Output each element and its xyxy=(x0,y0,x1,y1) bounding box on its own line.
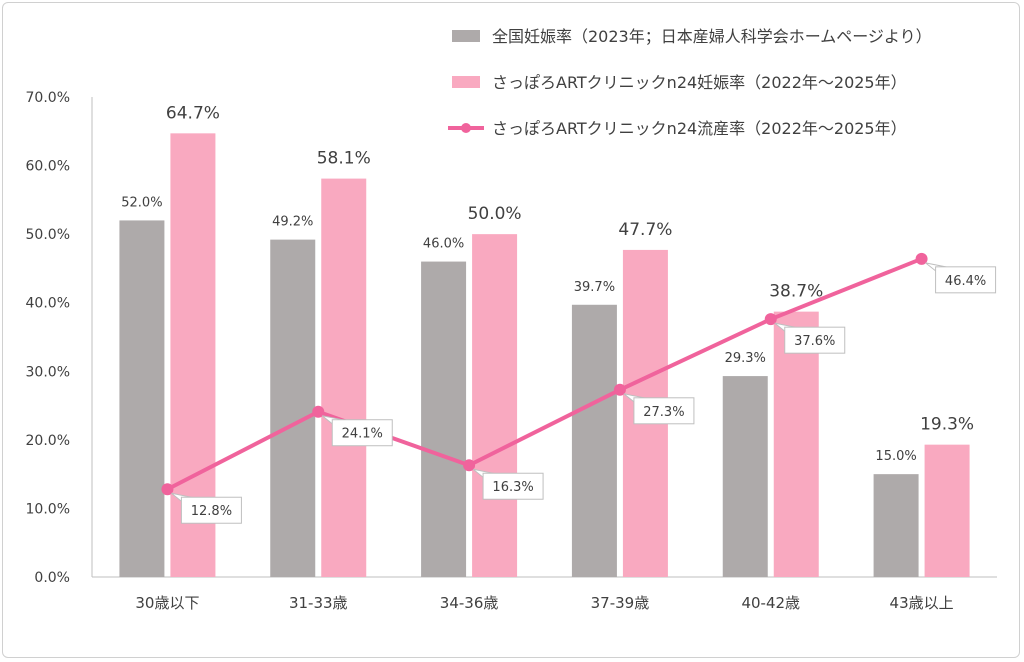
data-label-clinic-pregnancy: 64.7% xyxy=(166,103,220,123)
data-label-miscarriage: 37.6% xyxy=(794,334,835,349)
bar-national-pregnancy-rate xyxy=(270,239,316,577)
x-category-label: 43歳以上 xyxy=(890,594,954,612)
bar-national-pregnancy-rate xyxy=(571,304,617,577)
y-tick-label: 70.0% xyxy=(26,90,70,106)
data-label-miscarriage: 46.4% xyxy=(945,274,986,289)
data-label-national: 29.3% xyxy=(725,351,766,366)
callout-box xyxy=(935,266,997,294)
line-point-miscarriage xyxy=(161,483,174,496)
data-label-clinic-pregnancy: 47.7% xyxy=(618,220,672,240)
legend-entry: さっぽろARTクリニックn24妊娠率（2022年～2025年） xyxy=(492,73,907,92)
data-label-national: 46.0% xyxy=(423,237,464,252)
legend-swatch xyxy=(452,76,480,88)
y-tick-label: 30.0% xyxy=(26,364,70,380)
x-category-label: 34-36歳 xyxy=(440,594,499,612)
data-label-national: 52.0% xyxy=(121,195,162,210)
legend-swatch xyxy=(452,30,480,42)
line-clinic-miscarriage-rate xyxy=(166,256,923,492)
x-category-label: 30歳以下 xyxy=(135,594,199,612)
data-label-miscarriage: 24.1% xyxy=(342,427,383,442)
line-point-miscarriage xyxy=(764,313,777,326)
legend-swatch-marker xyxy=(461,123,471,133)
bar-clinic-pregnancy-rate xyxy=(924,444,970,577)
data-label-clinic-pregnancy: 19.3% xyxy=(920,415,974,435)
callout-box xyxy=(633,397,695,425)
data-label-miscarriage: 12.8% xyxy=(191,504,232,519)
x-category-label: 40-42歳 xyxy=(741,594,800,612)
y-tick-label: 40.0% xyxy=(26,296,70,312)
y-tick-label: 60.0% xyxy=(26,159,70,175)
line-point-miscarriage xyxy=(915,252,928,265)
line-point-miscarriage xyxy=(312,405,325,418)
legend-entry: 全国妊娠率（2023年；日本産婦人科学会ホームページより） xyxy=(492,27,932,46)
bar-national-pregnancy-rate xyxy=(722,376,768,577)
data-label-miscarriage: 16.3% xyxy=(492,480,533,495)
y-tick-label: 0.0% xyxy=(34,570,70,586)
x-category-label: 37-39歳 xyxy=(591,594,650,612)
data-label-clinic-pregnancy: 38.7% xyxy=(769,282,823,302)
data-label-clinic-pregnancy: 58.1% xyxy=(317,149,371,169)
data-label-clinic-pregnancy: 50.0% xyxy=(468,204,522,224)
line-point-miscarriage xyxy=(613,383,626,396)
data-label-miscarriage: 27.3% xyxy=(643,405,684,420)
data-label-national: 49.2% xyxy=(272,215,313,230)
callout-box xyxy=(784,326,846,354)
y-tick-label: 20.0% xyxy=(26,433,70,449)
bar-national-pregnancy-rate xyxy=(421,261,467,577)
bar-clinic-pregnancy-rate xyxy=(773,311,819,577)
callout-box xyxy=(482,472,544,500)
y-tick-label: 10.0% xyxy=(26,501,70,517)
data-label-national: 39.7% xyxy=(574,280,615,295)
x-category-label: 31-33歳 xyxy=(289,594,348,612)
data-label-national: 15.0% xyxy=(875,449,916,464)
bar-national-pregnancy-rate xyxy=(119,220,165,577)
bar-clinic-pregnancy-rate xyxy=(321,178,367,577)
y-tick-label: 50.0% xyxy=(26,227,70,243)
line-point-miscarriage xyxy=(463,459,476,472)
bar-national-pregnancy-rate xyxy=(873,474,919,577)
bar-clinic-pregnancy-rate xyxy=(472,234,518,577)
callout-box xyxy=(180,496,242,524)
callout-box xyxy=(331,419,393,447)
legend-entry: さっぽろARTクリニックn24流産率（2022年～2025年） xyxy=(492,119,907,138)
